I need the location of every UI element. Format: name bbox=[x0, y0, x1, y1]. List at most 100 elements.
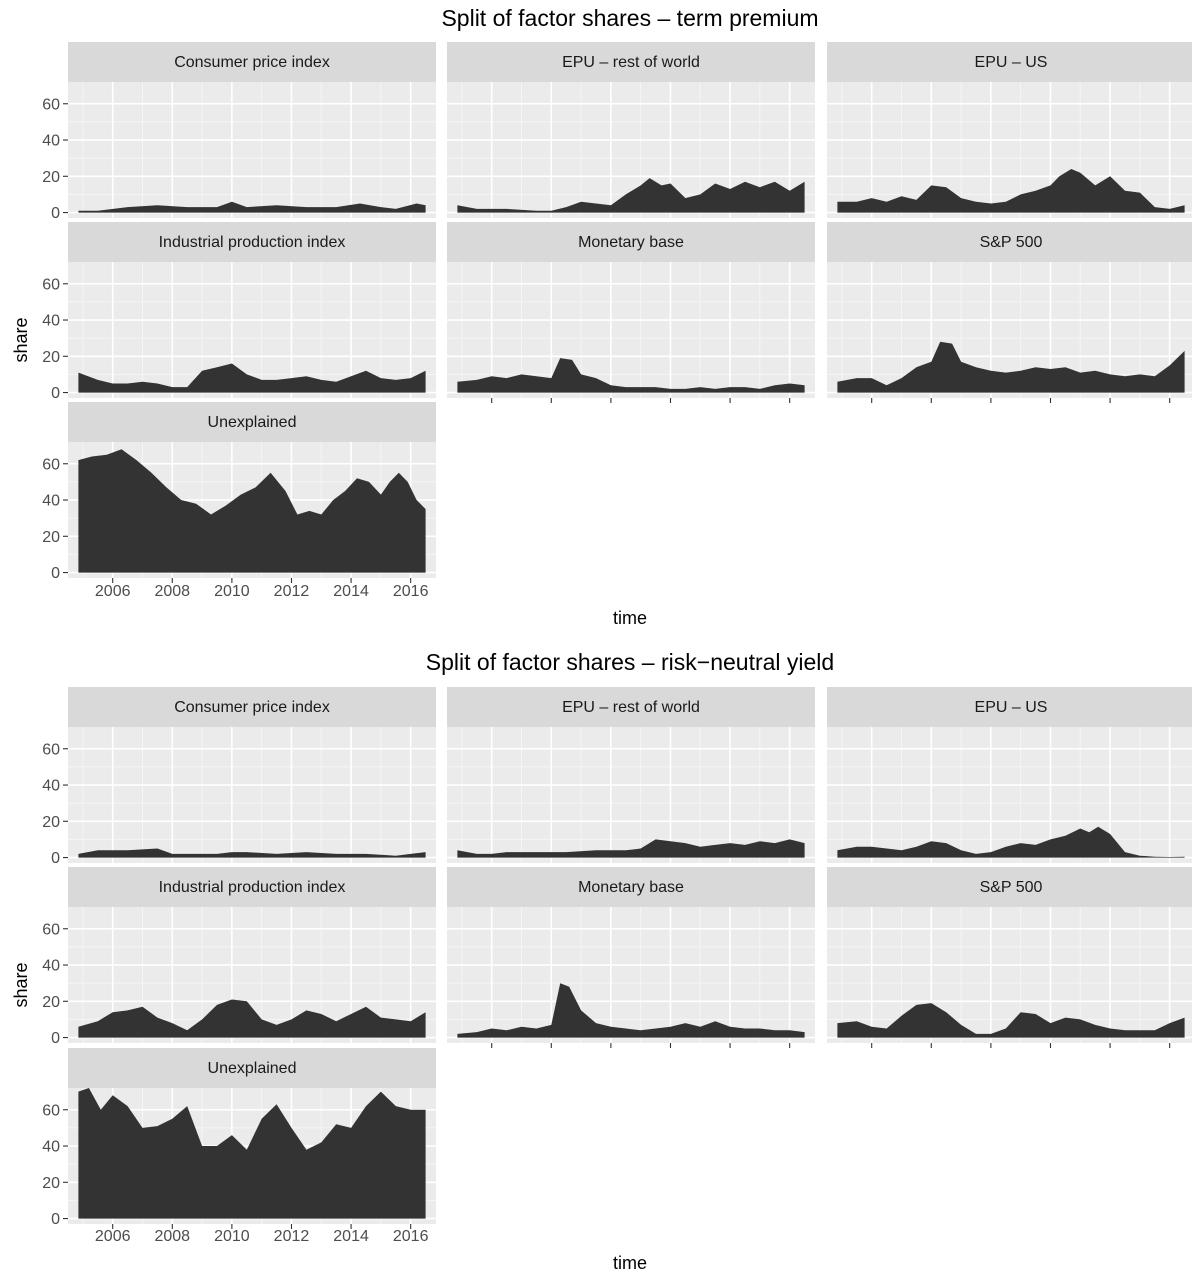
panel-title: EPU – US bbox=[975, 54, 1048, 71]
y-tick-label: 20 bbox=[42, 994, 60, 1011]
plot-area: 0 20 40 60 bbox=[42, 907, 436, 1047]
y-axis-label: share bbox=[11, 317, 31, 362]
y-tick-label: 0 bbox=[51, 565, 60, 582]
strip-background bbox=[447, 867, 815, 907]
plot-background bbox=[68, 727, 436, 863]
x-tick-label: 2010 bbox=[214, 583, 250, 600]
y-tick-label: 0 bbox=[51, 1030, 60, 1047]
plot-background bbox=[827, 907, 1192, 1043]
x-tick-label: 2012 bbox=[274, 1228, 310, 1245]
strip-background bbox=[68, 867, 436, 907]
plot-area: 0 20 40 60 2006 2008 2010 2012 2014 2016 bbox=[42, 1088, 436, 1245]
term-premium-chart: Split of factor shares – term premium sha… bbox=[11, 5, 1192, 628]
chart-title: Split of factor shares – term premium bbox=[441, 5, 818, 31]
strip-background bbox=[827, 867, 1192, 907]
y-tick-label: 20 bbox=[42, 529, 60, 546]
area-series bbox=[78, 1088, 426, 1219]
y-tick-label: 40 bbox=[42, 313, 60, 330]
area-series bbox=[837, 341, 1185, 393]
area-series bbox=[837, 1003, 1185, 1038]
panel-title: Unexplained bbox=[208, 414, 297, 431]
y-axis-label: share bbox=[11, 962, 31, 1007]
strip-background bbox=[68, 1048, 436, 1088]
x-tick-label: 2006 bbox=[95, 1228, 131, 1245]
y-tick-label: 20 bbox=[42, 814, 60, 831]
plot-area: 0 20 40 60 bbox=[42, 262, 436, 402]
plot-area bbox=[447, 262, 815, 403]
area-series bbox=[457, 178, 805, 213]
plot-background bbox=[447, 727, 815, 863]
strip-background bbox=[68, 42, 436, 82]
y-tick-label: 20 bbox=[42, 169, 60, 186]
panel-industrial-production-index: Industrial production index 0 20 40 60 bbox=[42, 867, 436, 1047]
area-series bbox=[78, 363, 426, 393]
panel-epu-us: EPU – US bbox=[827, 687, 1192, 863]
plot-background bbox=[827, 727, 1192, 863]
y-tick-label: 0 bbox=[51, 1211, 60, 1228]
y-tick-label: 60 bbox=[42, 96, 60, 113]
area-series bbox=[457, 839, 805, 858]
area-series bbox=[837, 169, 1185, 213]
plot-area: 0 20 40 60 2006 2008 2010 2012 2014 2016 bbox=[42, 442, 436, 600]
panel-title: EPU – rest of world bbox=[562, 54, 700, 71]
area-series bbox=[837, 826, 1185, 858]
strip-background bbox=[827, 222, 1192, 262]
strip-background bbox=[68, 222, 436, 262]
y-tick-label: 0 bbox=[51, 850, 60, 867]
x-tick-label: 2008 bbox=[154, 1228, 190, 1245]
panel-title: S&P 500 bbox=[980, 879, 1043, 896]
panel-unexplained: Unexplained 0 20 40 60 2006 2008 2010 2012 2014 20… bbox=[42, 402, 436, 600]
y-tick-label: 0 bbox=[51, 385, 60, 402]
panel-monetary-base: Monetary base bbox=[447, 222, 815, 403]
y-tick-label: 60 bbox=[42, 276, 60, 293]
y-tick-label: 20 bbox=[42, 349, 60, 366]
plot-area bbox=[827, 82, 1192, 218]
plot-background bbox=[68, 82, 436, 218]
x-axis-label: time bbox=[613, 1253, 647, 1273]
x-tick-label: 2016 bbox=[393, 583, 429, 600]
panel-epu-rest-of-world: EPU – rest of world bbox=[447, 687, 815, 863]
panel-unexplained: Unexplained 0 20 40 60 2006 2008 2010 2012 2014 20… bbox=[42, 1048, 436, 1245]
plot-area: 0 20 40 60 bbox=[42, 727, 436, 867]
plot-area bbox=[827, 907, 1192, 1048]
panel-title: Consumer price index bbox=[174, 54, 330, 71]
plot-background bbox=[447, 262, 815, 398]
y-tick-label: 40 bbox=[42, 133, 60, 150]
y-tick-label: 60 bbox=[42, 1102, 60, 1119]
panel-title: S&P 500 bbox=[980, 234, 1043, 251]
x-tick-label: 2014 bbox=[333, 583, 369, 600]
area-series bbox=[78, 449, 426, 573]
panel-monetary-base: Monetary base bbox=[447, 867, 815, 1048]
y-tick-label: 40 bbox=[42, 958, 60, 975]
x-tick-label: 2016 bbox=[393, 1228, 429, 1245]
x-tick-label: 2006 bbox=[95, 583, 131, 600]
strip-background bbox=[68, 402, 436, 442]
plot-area bbox=[447, 727, 815, 863]
panel-title: Industrial production index bbox=[159, 234, 346, 251]
plot-area bbox=[447, 82, 815, 218]
y-tick-label: 40 bbox=[42, 493, 60, 510]
y-tick-label: 40 bbox=[42, 1139, 60, 1156]
area-series bbox=[457, 358, 805, 393]
area-series bbox=[78, 201, 426, 213]
x-axis-label: time bbox=[613, 608, 647, 628]
strip-background bbox=[68, 687, 436, 727]
panel-title: Monetary base bbox=[578, 879, 684, 896]
x-tick-label: 2012 bbox=[274, 583, 310, 600]
risk-neutral-yield-chart: Split of factor shares – risk−neutral yi… bbox=[11, 649, 1192, 1273]
panel-title: Unexplained bbox=[208, 1060, 297, 1077]
area-series bbox=[457, 983, 805, 1038]
plot-area bbox=[827, 262, 1192, 403]
y-tick-label: 60 bbox=[42, 921, 60, 938]
panel-epu-rest-of-world: EPU – rest of world bbox=[447, 42, 815, 218]
x-tick-label: 2014 bbox=[333, 1228, 369, 1245]
plot-area bbox=[827, 727, 1192, 863]
panel-s-p-500: S&P 500 bbox=[827, 222, 1192, 403]
strip-background bbox=[447, 687, 815, 727]
panel-title: EPU – rest of world bbox=[562, 699, 700, 716]
panel-title: EPU – US bbox=[975, 699, 1048, 716]
plot-background bbox=[447, 907, 815, 1043]
panel-consumer-price-index: Consumer price index 0 20 40 60 bbox=[42, 687, 436, 867]
y-tick-label: 20 bbox=[42, 1175, 60, 1192]
